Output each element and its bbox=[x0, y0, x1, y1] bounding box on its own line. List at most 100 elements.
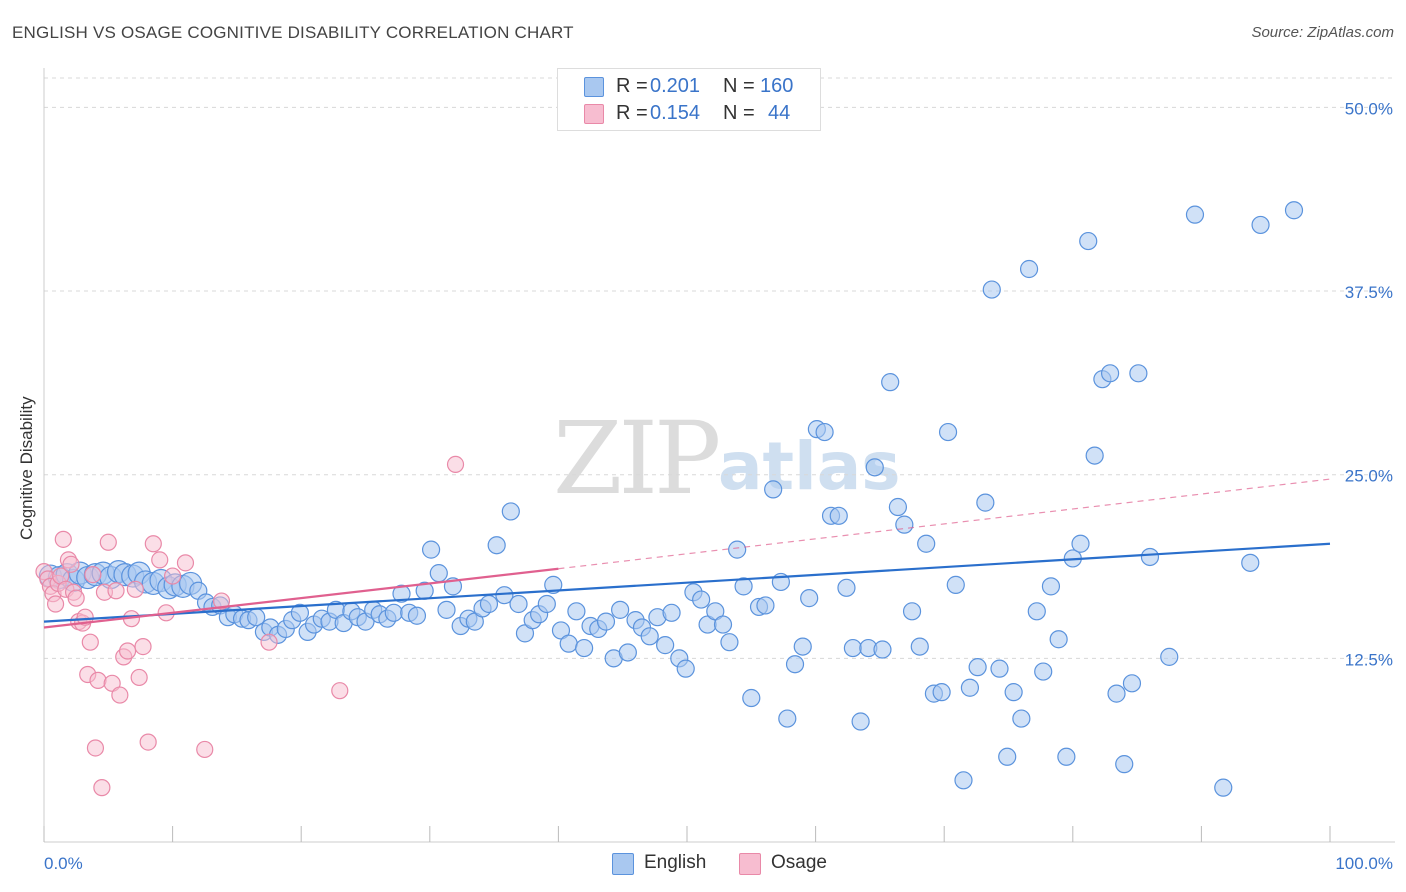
osage-n-label: N = bbox=[723, 102, 755, 124]
english-trend-line bbox=[43, 542, 1331, 623]
english-point bbox=[815, 422, 834, 442]
osage-point bbox=[107, 582, 125, 600]
legend-english-swatch bbox=[612, 853, 634, 875]
english-point bbox=[1049, 630, 1068, 649]
osage-trend-line bbox=[43, 567, 559, 629]
english-point bbox=[1251, 215, 1270, 235]
english-point bbox=[764, 480, 783, 499]
legend-english-label: English bbox=[644, 852, 707, 873]
osage-point bbox=[93, 779, 111, 797]
english-point bbox=[1057, 747, 1076, 766]
english-point bbox=[917, 534, 936, 553]
english-point bbox=[618, 643, 637, 662]
english-point bbox=[932, 683, 951, 702]
english-point bbox=[1085, 446, 1104, 465]
stats-row-osage: R = 0.154 N = 44 bbox=[558, 101, 820, 127]
english-point bbox=[407, 606, 427, 625]
osage-point bbox=[67, 589, 85, 607]
osage-point bbox=[212, 592, 231, 610]
english-point bbox=[1027, 602, 1046, 621]
english-point bbox=[290, 603, 310, 622]
english-point bbox=[1079, 231, 1098, 251]
english-point bbox=[1100, 364, 1120, 383]
osage-point bbox=[84, 565, 102, 584]
osage-trend-extension bbox=[558, 478, 1331, 570]
osage-point bbox=[126, 580, 144, 598]
english-point bbox=[1012, 709, 1031, 728]
english-point bbox=[676, 659, 695, 678]
english-point bbox=[888, 497, 908, 517]
osage-point bbox=[331, 682, 349, 700]
osage-point bbox=[164, 567, 182, 585]
english-point bbox=[756, 596, 775, 615]
english-point bbox=[392, 584, 411, 603]
english-point bbox=[1129, 364, 1148, 383]
english-point bbox=[1241, 553, 1260, 572]
osage-n-value: 44 bbox=[768, 102, 791, 124]
watermark-zip: ZIP bbox=[553, 400, 721, 517]
x-tick-label: 100.0% bbox=[1335, 854, 1393, 873]
english-point bbox=[800, 589, 819, 608]
english-r-value: 0.201 bbox=[650, 75, 701, 97]
osage-point bbox=[139, 733, 157, 751]
osage-point bbox=[196, 740, 214, 759]
english-point bbox=[742, 688, 761, 708]
osage-point bbox=[46, 595, 65, 613]
osage-r-value: 0.154 bbox=[650, 102, 701, 124]
english-n-label: N = bbox=[723, 75, 755, 97]
legend-osage-swatch bbox=[739, 853, 761, 875]
english-point bbox=[567, 602, 586, 621]
chart-title: ENGLISH VS OSAGE COGNITIVE DISABILITY CO… bbox=[12, 23, 574, 42]
osage-point bbox=[99, 533, 117, 551]
source-label: Source: ZipAtlas.com bbox=[1251, 24, 1394, 41]
english-point bbox=[1185, 205, 1205, 224]
osage-r-label: R = bbox=[616, 102, 648, 124]
english-point bbox=[829, 506, 848, 525]
osage-swatch bbox=[584, 104, 604, 124]
english-point bbox=[1004, 683, 1023, 702]
osage-point bbox=[134, 637, 152, 656]
english-point bbox=[793, 637, 812, 656]
y-tick-label: 25.0% bbox=[1345, 467, 1393, 486]
english-point bbox=[734, 577, 753, 596]
english-point bbox=[537, 594, 556, 614]
y-axis-label: Cognitive Disability bbox=[17, 396, 36, 540]
osage-point bbox=[260, 633, 278, 651]
english-point bbox=[938, 422, 958, 442]
english-point bbox=[1140, 547, 1160, 567]
stats-row-english: R = 0.201 N = 160 bbox=[558, 74, 820, 100]
x-tick-label: 0.0% bbox=[44, 854, 83, 873]
stats-legend: R = 0.201 N = 160 R = 0.154 N = 44 bbox=[557, 68, 821, 131]
english-point bbox=[662, 603, 681, 622]
english-point bbox=[656, 636, 675, 655]
english-point bbox=[596, 612, 616, 631]
osage-point bbox=[176, 554, 195, 572]
english-point bbox=[837, 578, 856, 597]
osage-point bbox=[130, 668, 148, 687]
osage-point bbox=[118, 642, 137, 660]
english-point bbox=[1034, 662, 1053, 681]
english-point bbox=[1041, 577, 1061, 596]
osage-point bbox=[81, 633, 99, 651]
english-point bbox=[976, 493, 995, 512]
english-point bbox=[902, 602, 922, 621]
english-point bbox=[1115, 755, 1134, 774]
english-point bbox=[384, 603, 403, 622]
english-point bbox=[501, 502, 520, 521]
english-point bbox=[946, 575, 965, 594]
english-point bbox=[1284, 201, 1304, 220]
english-point bbox=[575, 638, 594, 658]
english-point bbox=[544, 575, 563, 594]
english-point bbox=[559, 634, 578, 653]
english-point bbox=[421, 540, 441, 559]
english-point bbox=[437, 600, 456, 619]
english-point bbox=[982, 280, 1001, 299]
english-point bbox=[429, 564, 448, 583]
y-tick-label: 12.5% bbox=[1345, 650, 1393, 669]
english-point bbox=[843, 638, 862, 658]
english-point bbox=[713, 615, 733, 634]
english-point bbox=[990, 659, 1009, 678]
english-point bbox=[1071, 534, 1090, 553]
english-swatch bbox=[584, 77, 604, 97]
